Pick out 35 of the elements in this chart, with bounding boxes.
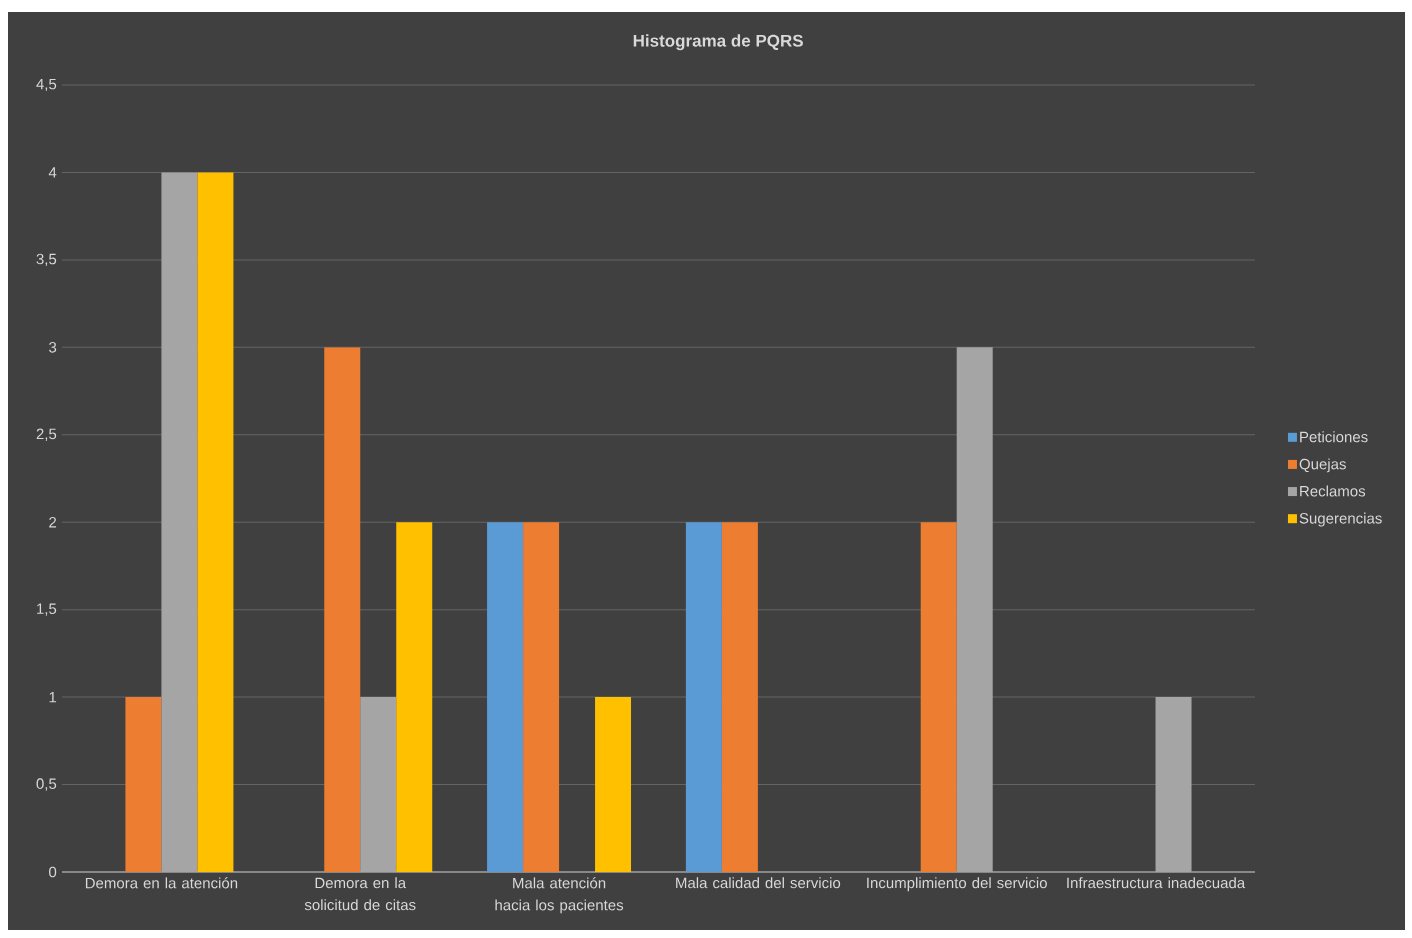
x-tick-label: Incumplimiento del servicio: [867, 877, 1047, 892]
x-tick-label: Infraestructura inadecuada: [1067, 877, 1246, 889]
legend-label: Reclamos: [1300, 485, 1366, 497]
bar: [487, 522, 524, 872]
x-tick-label: Demora en la atención: [85, 877, 238, 889]
y-tick-label: 1,5: [37, 603, 57, 616]
legend-label: Quejas: [1299, 458, 1346, 473]
bar: [1155, 697, 1192, 872]
y-tick-label: 0: [49, 866, 57, 878]
y-tick-label: 4: [48, 167, 57, 178]
x-tick-label: Mala atención hacia los pacientes: [495, 877, 624, 914]
y-tick-label: 3,5: [36, 253, 57, 267]
y-tick-label: 2: [49, 516, 57, 528]
x-tick-label: Demora en la solicitud de citas: [304, 877, 416, 911]
bar: [360, 697, 397, 872]
y-tick-label: 1: [49, 691, 57, 703]
bar: [920, 522, 957, 872]
bar: [523, 522, 560, 872]
legend-label: Sugerencias: [1299, 512, 1382, 527]
bar: [396, 522, 433, 872]
bar: [125, 697, 162, 872]
bar: [685, 522, 722, 872]
legend-label: Peticiones: [1300, 431, 1368, 443]
bar: [956, 347, 993, 872]
y-tick-label: 4,5: [36, 78, 57, 92]
x-tick-label: Mala calidad del servicio: [676, 877, 841, 889]
bar: [721, 522, 758, 872]
y-tick-label: 0,5: [36, 778, 57, 791]
bar: [324, 347, 361, 872]
y-tick-label: 2,5: [36, 428, 57, 441]
bar: [161, 172, 198, 872]
y-tick-label: 3: [49, 342, 57, 353]
bar: [595, 697, 632, 872]
chart-title: Histograma de PQRS: [633, 34, 803, 51]
bar: [197, 172, 234, 872]
